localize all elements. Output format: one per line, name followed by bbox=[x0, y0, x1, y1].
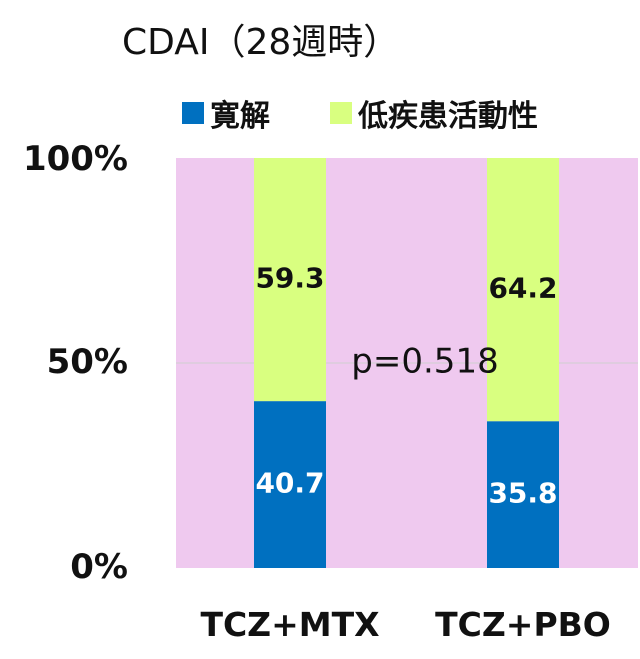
x-tick-tcz-mtx: TCZ+MTX bbox=[200, 605, 379, 644]
data-labels-group: 40.7 59.3 35.8 64.2 bbox=[255, 262, 557, 510]
bar-tcz-pbo-series-1 bbox=[487, 158, 559, 422]
x-tick-tcz-pbo: TCZ+PBO bbox=[435, 605, 611, 644]
legend-label-remission: 寛解 bbox=[210, 99, 270, 134]
bar-tcz-pbo-series-0 bbox=[487, 421, 559, 568]
bar-tcz-mtx-series-1 bbox=[254, 158, 326, 402]
p-value-annotation: p=0.518 bbox=[351, 342, 498, 382]
legend: 寛解 低疾患活動性 bbox=[182, 99, 538, 134]
data-label-tcz-mtx-series-0: 40.7 bbox=[255, 467, 324, 500]
data-label-tcz-mtx-series-1: 59.3 bbox=[255, 262, 324, 295]
bar-tcz-mtx-series-0 bbox=[254, 401, 326, 568]
data-label-tcz-pbo-series-0: 35.8 bbox=[488, 477, 557, 510]
y-tick-100: 100% bbox=[23, 139, 128, 179]
y-tick-0: 0% bbox=[70, 547, 128, 587]
y-tick-50: 50% bbox=[47, 342, 128, 382]
legend-swatch-remission bbox=[182, 102, 204, 124]
legend-label-low-activity: 低疾患活動性 bbox=[357, 99, 538, 134]
chart-title: CDAI（28週時） bbox=[122, 22, 399, 63]
legend-swatch-low-activity bbox=[330, 102, 352, 124]
bars-group bbox=[254, 158, 559, 568]
data-label-tcz-pbo-series-1: 64.2 bbox=[488, 272, 557, 305]
